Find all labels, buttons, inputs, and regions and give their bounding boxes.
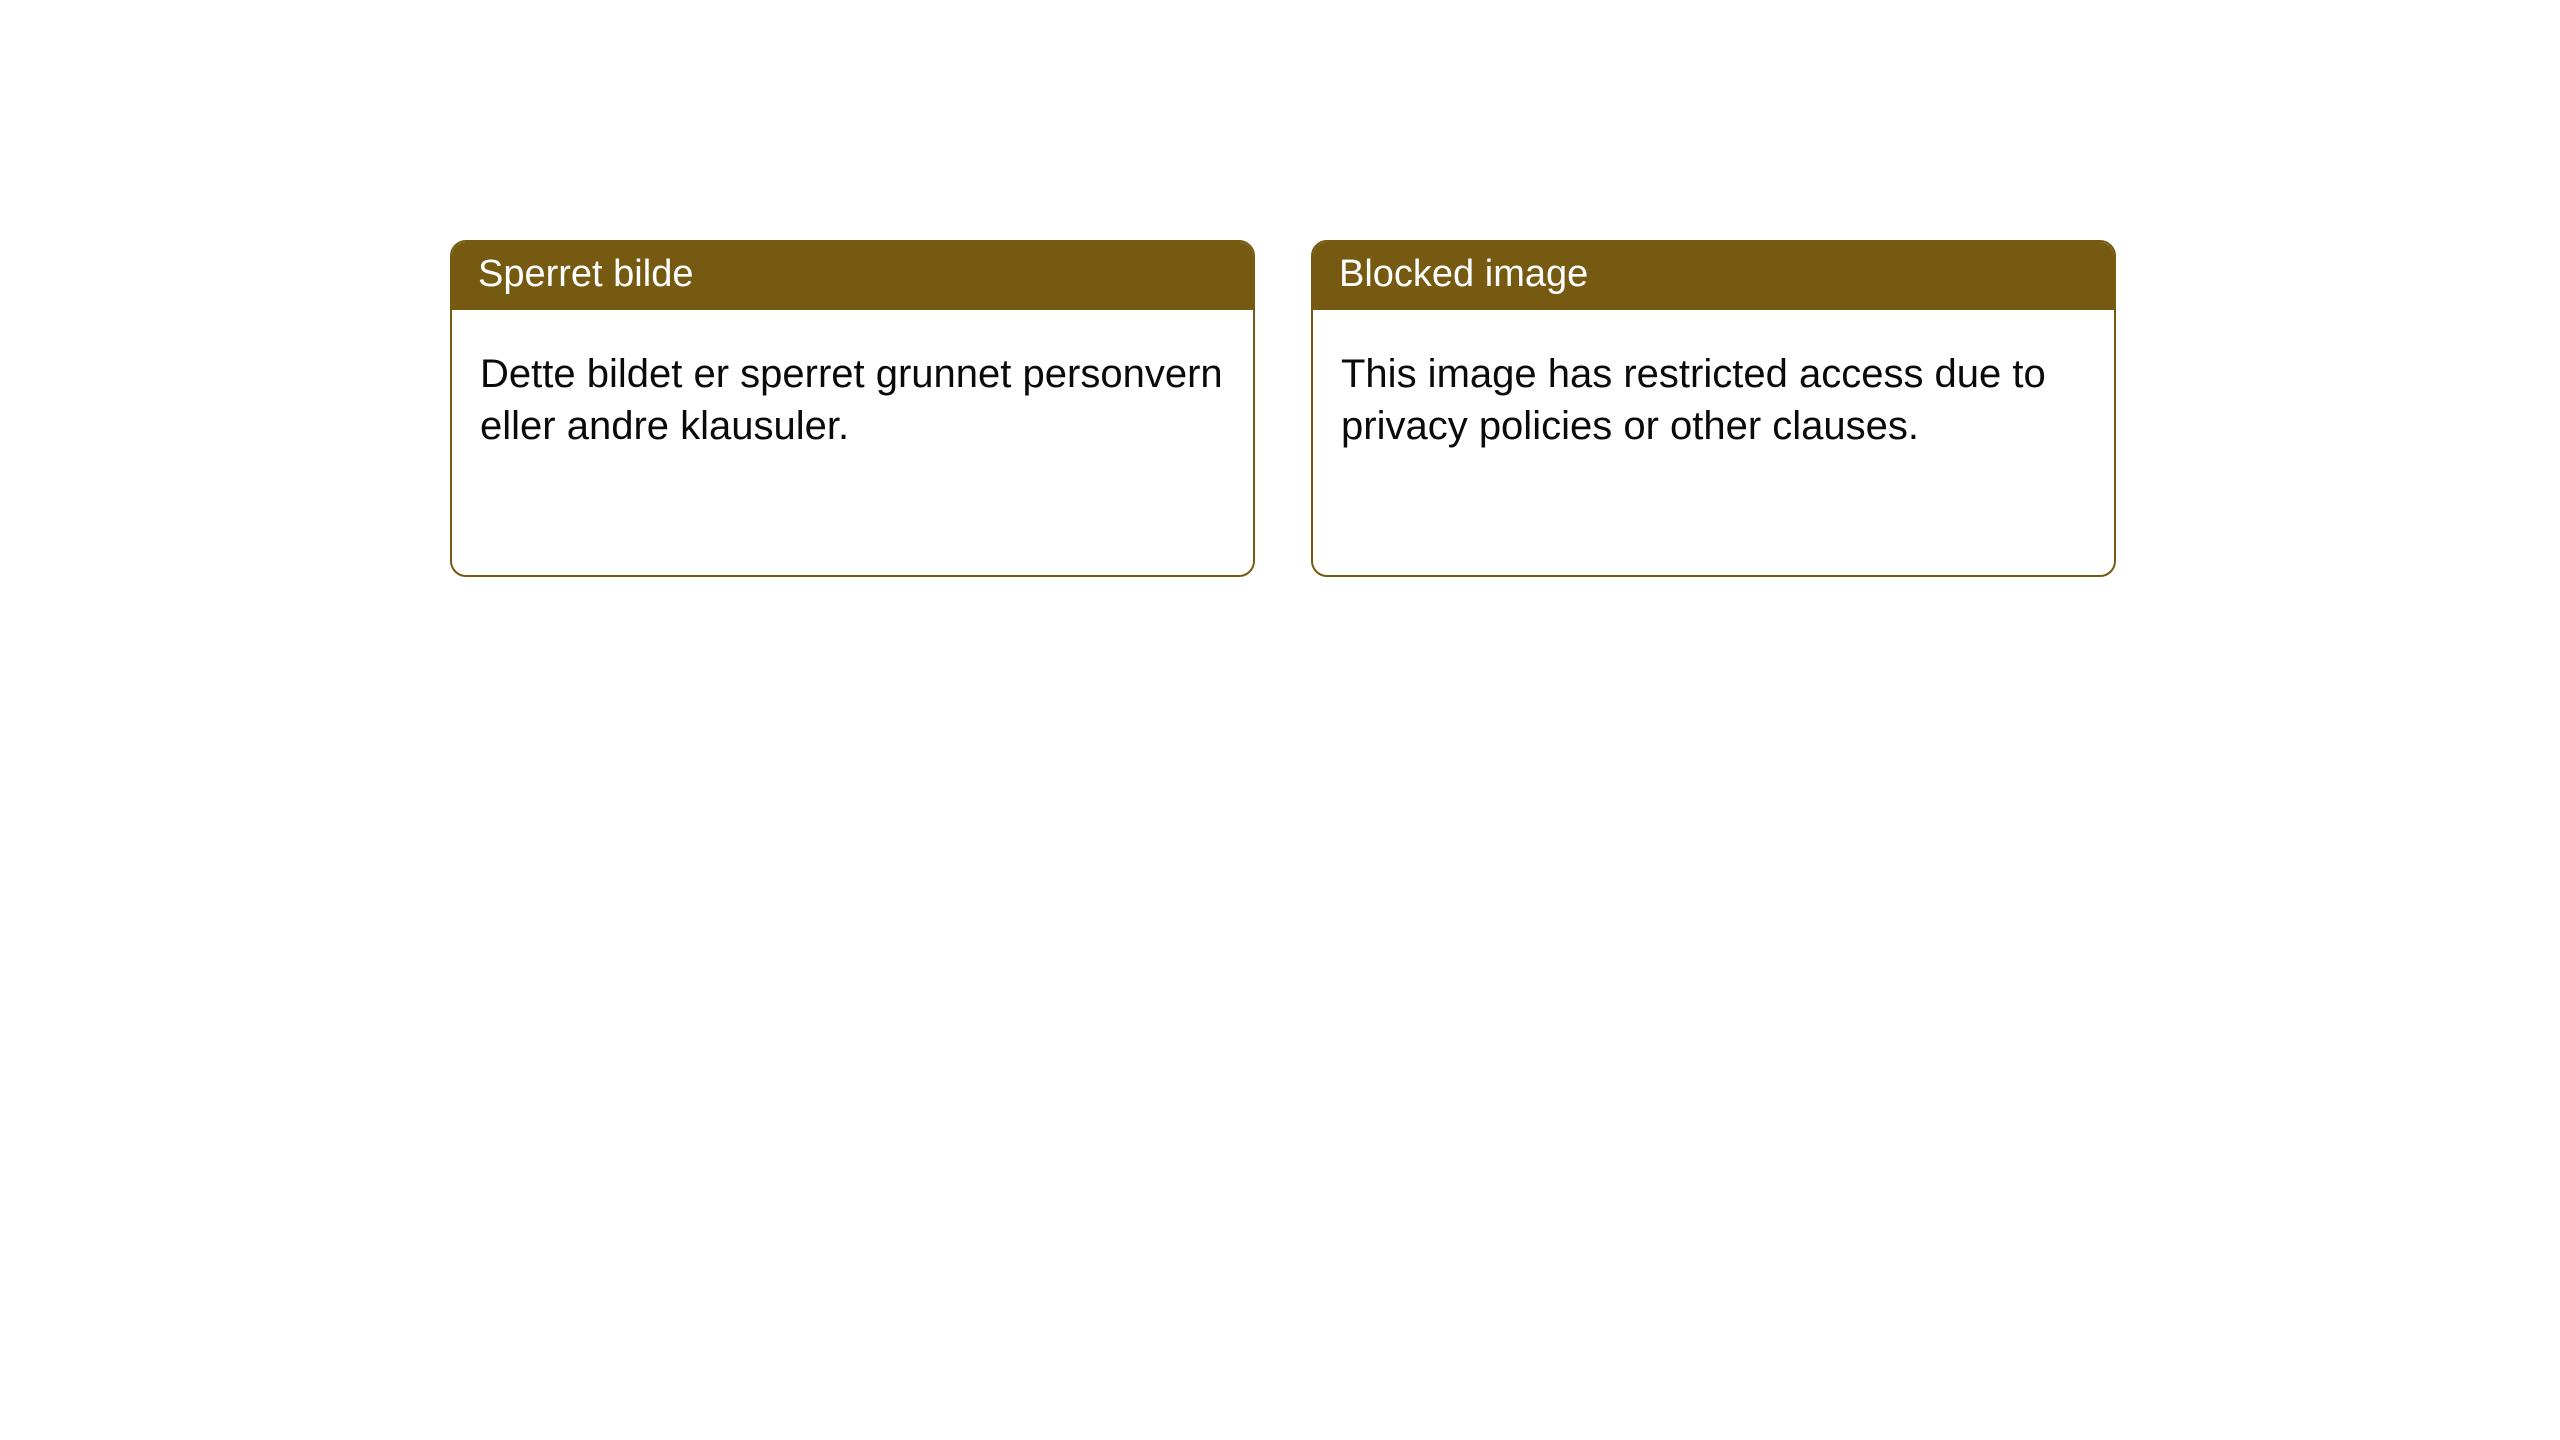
card-body-en: This image has restricted access due to …	[1313, 310, 2114, 492]
card-title-en: Blocked image	[1313, 242, 2114, 310]
blocked-image-card-no: Sperret bilde Dette bildet er sperret gr…	[450, 240, 1255, 577]
card-title-no: Sperret bilde	[452, 242, 1253, 310]
blocked-image-card-en: Blocked image This image has restricted …	[1311, 240, 2116, 577]
card-body-no: Dette bildet er sperret grunnet personve…	[452, 310, 1253, 492]
notice-container: Sperret bilde Dette bildet er sperret gr…	[0, 0, 2560, 577]
